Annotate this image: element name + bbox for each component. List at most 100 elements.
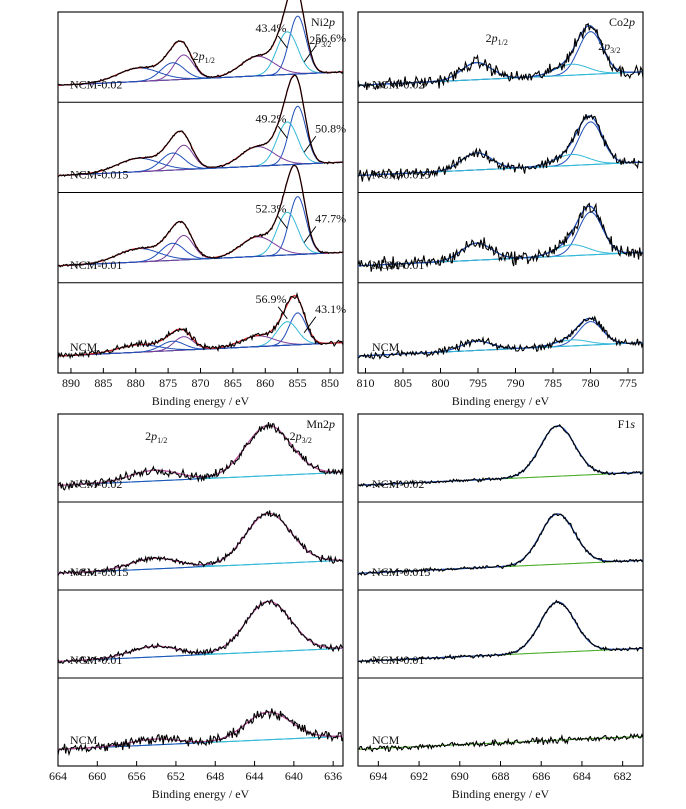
annotation-arrow xyxy=(303,45,317,63)
x-tick-label: 805 xyxy=(394,376,412,390)
fit-envelope-line xyxy=(58,711,343,750)
x-tick-label: 870 xyxy=(192,376,210,390)
sample-label: NCM-0.02 xyxy=(372,477,424,491)
panel-ncm-0-015: NCM-0.015 xyxy=(357,513,644,579)
x-tick-label: 865 xyxy=(224,376,242,390)
sample-label: NCM-0.02 xyxy=(372,77,424,91)
x-tick-label: 885 xyxy=(94,376,112,390)
chart-ni2p: NCM-0.0243.4%56.6%NCM-0.01549.2%50.8%NCM… xyxy=(57,0,346,408)
panel-ncm-0-02: NCM-0.02 43.4% 56.6% xyxy=(57,0,346,91)
element-title: Mn2p xyxy=(306,417,335,431)
panel-ncm: NCM 56.9% 43.1% xyxy=(57,292,346,360)
x-tick-label: 810 xyxy=(357,376,375,390)
x-tick-label: 850 xyxy=(321,376,339,390)
sample-label: NCM xyxy=(372,733,400,747)
raw-data-line xyxy=(57,292,344,360)
element-title: Ni2p xyxy=(311,15,335,29)
panel-ncm-0-015: NCM-0.015 xyxy=(357,113,644,182)
panel-ncm-0-015: NCM-0.015 49.2% 50.8% xyxy=(57,74,346,182)
annotation-arrow xyxy=(277,35,288,49)
raw-data-line xyxy=(57,74,344,178)
x-tick-label: 855 xyxy=(289,376,307,390)
panel-ncm-0-01: NCM-0.01 xyxy=(357,599,644,667)
peak-label: 2p3/2 xyxy=(598,39,620,55)
sample-label: NCM-0.015 xyxy=(372,168,430,182)
sample-label: NCM xyxy=(372,340,400,354)
chart-mn2p: NCM-0.02 NCM-0.015 NCM-0.01 NCM Mn2p 2p1/2 2p3… xyxy=(49,413,344,801)
panel-ncm-0-01: NCM-0.01 52.3% 47.7% xyxy=(57,164,346,272)
raw-data-line xyxy=(357,513,644,576)
panel-ncm-0-02: NCM-0.02 xyxy=(57,422,344,491)
panel-ncm: NCM xyxy=(357,732,644,753)
sample-label: NCM-0.02 xyxy=(70,77,122,91)
sample-label: NCM-0.015 xyxy=(70,168,128,182)
raw-data-line xyxy=(357,599,644,664)
x-tick-label: 880 xyxy=(127,376,145,390)
raw-data-line xyxy=(357,732,644,753)
raw-data-line xyxy=(357,315,644,360)
x-tick-label: 686 xyxy=(532,769,550,783)
x-tick-label: 890 xyxy=(62,376,80,390)
percent-annotation: 49.2% xyxy=(256,111,287,125)
fit-component-line xyxy=(58,105,344,176)
raw-data-line xyxy=(57,164,344,268)
x-axis-title: Binding energy / eV xyxy=(152,787,250,801)
x-tick-label: 795 xyxy=(469,376,487,390)
fit-envelope-line xyxy=(358,115,643,177)
peak-label: 2p3/2 xyxy=(290,429,312,445)
x-tick-label: 860 xyxy=(256,376,274,390)
x-axis-title: Binding energy / eV xyxy=(152,394,250,408)
sample-label: NCM-0.015 xyxy=(70,565,128,579)
sample-label: NCM-0.015 xyxy=(372,565,430,579)
percent-annotation: 52.3% xyxy=(256,202,287,216)
peak-label: 2p3/2 xyxy=(309,33,331,49)
panel-ncm-0-01: NCM-0.01 xyxy=(357,202,644,272)
peak-label: 2p1/2 xyxy=(486,31,508,47)
x-tick-label: 690 xyxy=(451,769,469,783)
percent-annotation: 47.7% xyxy=(315,212,346,226)
annotation-arrow xyxy=(277,125,288,139)
raw-data-line xyxy=(357,113,644,182)
fit-envelope-line xyxy=(358,317,643,357)
raw-data-line xyxy=(57,599,344,664)
peak-label: 2p1/2 xyxy=(145,429,167,445)
x-tick-label: 780 xyxy=(582,376,600,390)
x-tick-label: 692 xyxy=(410,769,428,783)
x-tick-label: 684 xyxy=(573,769,591,783)
panel-ncm-0-015: NCM-0.015 xyxy=(57,510,344,579)
sample-label: NCM-0.01 xyxy=(372,653,424,667)
x-tick-label: 660 xyxy=(88,769,106,783)
panel-ncm-0-02: NCM-0.02 xyxy=(357,423,644,491)
sample-label: NCM-0.02 xyxy=(70,477,122,491)
fit-component-line xyxy=(57,196,344,267)
x-tick-label: 875 xyxy=(159,376,177,390)
sample-label: NCM xyxy=(70,340,98,354)
raw-data-line xyxy=(57,0,344,86)
percent-annotation: 50.8% xyxy=(315,121,346,135)
panel-ncm: NCM xyxy=(57,708,344,757)
annotation-arrow xyxy=(277,306,288,320)
x-tick-label: 688 xyxy=(492,769,510,783)
annotation-arrow xyxy=(277,216,288,229)
percent-annotation: 43.1% xyxy=(315,302,346,316)
element-title: Co2p xyxy=(609,15,635,29)
sample-label: NCM-0.01 xyxy=(372,258,424,272)
x-tick-label: 800 xyxy=(432,376,450,390)
x-tick-label: 775 xyxy=(619,376,637,390)
panel-ncm: NCM xyxy=(357,315,644,360)
annotation-arrow xyxy=(303,316,317,334)
panel-ncm-0-01: NCM-0.01 xyxy=(57,599,344,667)
x-tick-label: 790 xyxy=(507,376,525,390)
raw-data-line xyxy=(57,422,344,491)
chart-f1s: NCM-0.02 NCM-0.015 NCM-0.01 NCM F1s 694 692 690… xyxy=(357,413,644,801)
chart-co2p: NCM-0.02 NCM-0.015 NCM-0.01 NCM Co2p 2p1/2 2p3… xyxy=(357,11,644,408)
annotation-arrow xyxy=(303,226,317,243)
x-tick-label: 694 xyxy=(369,769,387,783)
raw-data-line xyxy=(357,22,644,91)
x-tick-label: 652 xyxy=(167,769,185,783)
x-tick-label: 664 xyxy=(49,769,67,783)
sample-label: NCM xyxy=(70,733,98,747)
fit-component-line xyxy=(58,321,344,357)
raw-data-line xyxy=(357,202,644,272)
